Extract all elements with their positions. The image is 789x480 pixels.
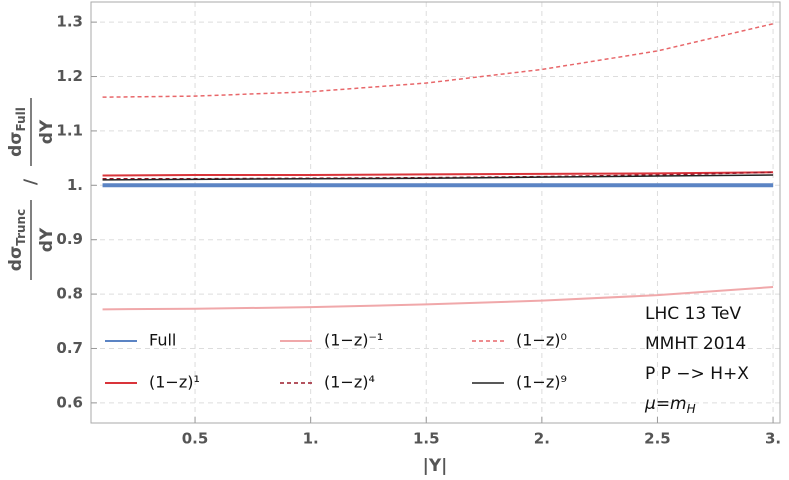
y-tick-label: 0.8 (56, 285, 83, 303)
y-label-part: dY (37, 119, 57, 144)
x-tick-label: 1. (303, 430, 319, 448)
y-tick-label: 1.2 (56, 67, 83, 85)
x-tick-label: 0.5 (182, 430, 209, 448)
y-tick-label: 1.3 (56, 13, 83, 31)
annotation: μ=mH (644, 394, 696, 416)
y-tick-label: 0.6 (56, 393, 83, 411)
y-label-part: dσ (6, 246, 26, 271)
series-line (102, 174, 774, 181)
legend-label: (1−z)⁴ (324, 373, 375, 392)
x-tick-label: 1.5 (413, 430, 440, 448)
legend-label: (1−z)⁰ (516, 331, 567, 350)
y-tick-label: 0.7 (56, 339, 83, 357)
series-line (102, 23, 774, 98)
x-tick-label: 2. (534, 430, 550, 448)
series-line (102, 171, 774, 177)
x-tick-label: 3. (765, 430, 781, 448)
legend-label: Full (149, 331, 176, 350)
y-tick-label: 1.1 (56, 121, 83, 139)
y-label-part: dY (37, 227, 57, 252)
legend-label: (1−z)⁹ (516, 373, 567, 392)
y-label-part: dσTrunc (6, 209, 28, 271)
legend-label: (1−z)¹ (149, 373, 200, 392)
x-axis-label: |Y| (423, 456, 448, 476)
y-label-part: Full (14, 107, 28, 131)
y-label-part: dσ (6, 131, 26, 156)
y-axis-label: dσTrunc dY / dσFull dY (6, 98, 57, 280)
plot-frame (90, 1, 781, 424)
annotation-part: H (687, 402, 696, 416)
y-label-part: Trunc (14, 209, 28, 246)
x-tick-label: 2.5 (644, 430, 671, 448)
annotation-part: μ=m (644, 394, 687, 414)
legend-label: (1−z)⁻¹ (324, 331, 383, 350)
y-tick-label: 0.9 (56, 230, 83, 248)
series-line (102, 286, 774, 311)
y-label-part: / (21, 178, 41, 185)
annotation: P P −> H+X (645, 364, 749, 384)
y-label-part: dσFull (6, 107, 28, 157)
annotation: MMHT 2014 (645, 334, 746, 354)
annotation: LHC 13 TeV (645, 304, 742, 324)
y-tick-label: 1. (67, 176, 83, 194)
